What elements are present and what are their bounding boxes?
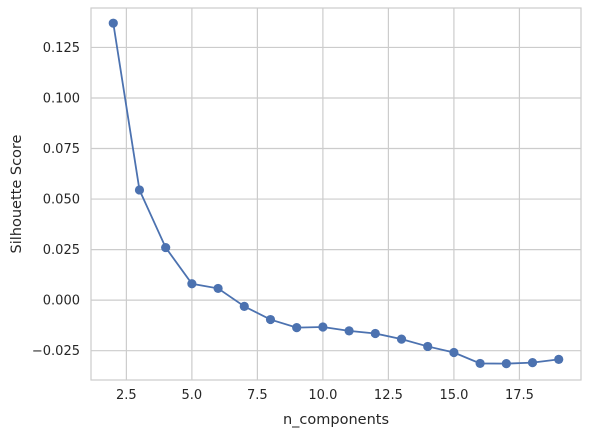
plot-area-border xyxy=(90,7,582,381)
y-tick-label: 0.000 xyxy=(43,294,80,309)
y-tick-label: −0.025 xyxy=(32,344,80,359)
x-tick-label: 2.5 xyxy=(116,388,137,403)
data-point xyxy=(292,323,302,333)
x-tick-label: 10.0 xyxy=(308,388,337,403)
data-point xyxy=(318,322,328,332)
data-point xyxy=(475,358,485,369)
y-tick-label: 0.050 xyxy=(43,193,80,208)
data-point xyxy=(161,242,171,253)
x-tick-label: 15.0 xyxy=(439,388,468,403)
data-point xyxy=(344,326,354,336)
x-axis-ticks: 2.5 5.0 7.5 10.0 12.5 15.0 17.5 xyxy=(116,388,534,403)
x-tick-label: 17.5 xyxy=(505,388,534,403)
y-axis-ticks: −0.025 0.000 0.025 0.050 0.075 0.100 0.125 xyxy=(32,41,80,359)
data-point xyxy=(213,283,223,294)
grid xyxy=(91,8,581,380)
x-axis-label: n_components xyxy=(283,412,389,428)
data-point xyxy=(527,358,538,368)
y-tick-label: 0.100 xyxy=(43,91,80,106)
data-point xyxy=(108,18,118,28)
data-point xyxy=(265,314,276,325)
series-line xyxy=(112,23,559,365)
data-point xyxy=(370,328,380,339)
data-point xyxy=(449,347,459,358)
series-group xyxy=(108,18,564,369)
y-tick-label: 0.025 xyxy=(43,243,80,258)
data-point xyxy=(239,301,249,312)
data-point xyxy=(396,334,407,344)
data-point xyxy=(423,341,433,352)
x-tick-label: 12.5 xyxy=(374,388,403,403)
y-axis-label: Silhouette Score xyxy=(9,134,25,253)
data-point xyxy=(134,185,145,195)
data-point xyxy=(501,359,511,369)
x-tick-label: 7.5 xyxy=(247,388,268,403)
data-point xyxy=(187,279,197,289)
y-tick-label: 0.125 xyxy=(43,41,80,56)
data-point xyxy=(554,354,564,364)
x-tick-label: 5.0 xyxy=(182,388,203,403)
y-tick-label: 0.075 xyxy=(43,142,80,157)
